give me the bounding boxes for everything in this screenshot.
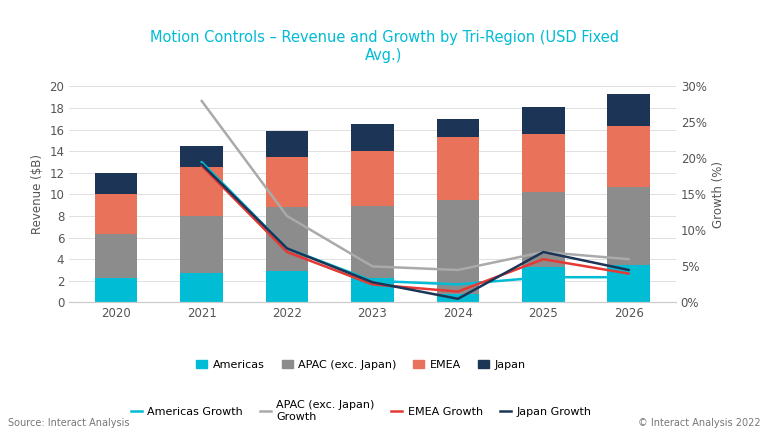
Bar [436, 119, 479, 137]
Legend: Americas Growth, APAC (exc. Japan)
Growth, EMEA Growth, Japan Growth: Americas Growth, APAC (exc. Japan) Growt… [126, 396, 596, 426]
Bar [94, 278, 137, 302]
Y-axis label: Growth (%): Growth (%) [712, 161, 725, 228]
Bar [266, 207, 309, 271]
Bar [436, 200, 479, 294]
Bar [351, 278, 394, 302]
Bar [94, 194, 137, 234]
Legend: Americas, APAC (exc. Japan), EMEA, Japan: Americas, APAC (exc. Japan), EMEA, Japan [192, 356, 530, 375]
Bar [266, 130, 309, 156]
Bar [351, 206, 394, 278]
Bar [351, 124, 394, 151]
Bar [180, 216, 223, 273]
Bar [180, 273, 223, 302]
Bar [266, 156, 309, 207]
Bar [266, 271, 309, 302]
Bar [522, 192, 564, 267]
Bar [180, 167, 223, 216]
Bar [522, 107, 564, 134]
Bar [351, 151, 394, 206]
Bar [607, 94, 650, 127]
Bar [607, 264, 650, 302]
Bar [522, 134, 564, 192]
Y-axis label: Revenue ($B): Revenue ($B) [31, 154, 44, 235]
Bar [607, 187, 650, 264]
Text: Source: Interact Analysis: Source: Interact Analysis [8, 418, 129, 428]
Bar [180, 146, 223, 167]
Text: © Interact Analysis 2022: © Interact Analysis 2022 [637, 418, 760, 428]
Bar [522, 267, 564, 302]
Bar [607, 127, 650, 187]
Text: Motion Controls – Revenue and Growth by Tri-Region (USD Fixed
Avg.): Motion Controls – Revenue and Growth by … [150, 30, 618, 63]
Bar [436, 137, 479, 200]
Bar [94, 173, 137, 194]
Bar [94, 234, 137, 278]
Bar [436, 294, 479, 302]
